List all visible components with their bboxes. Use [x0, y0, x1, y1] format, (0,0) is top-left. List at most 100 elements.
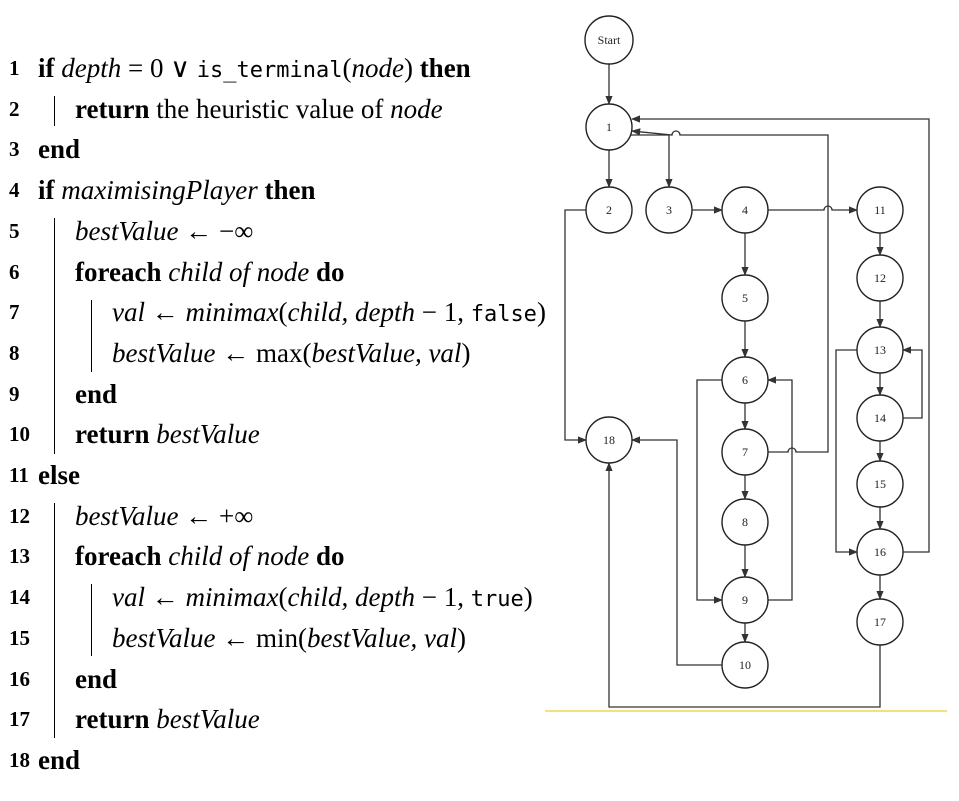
block-rule: [91, 584, 92, 656]
node-circle: [585, 186, 633, 234]
node-label: 11: [874, 203, 886, 217]
code-token: child, depth: [287, 297, 415, 328]
line-number: 7: [9, 300, 20, 325]
block-rule: [54, 218, 55, 454]
node-label: 17: [874, 615, 886, 629]
node-circle: [645, 186, 693, 234]
code-token: ← −∞: [178, 215, 254, 246]
line-code: foreach child of node do: [75, 252, 345, 292]
line-number: 18: [9, 747, 30, 772]
node-label: 4: [742, 203, 748, 217]
line-code: bestValue ← −∞: [75, 211, 253, 251]
flow-node-n2: 2: [585, 186, 633, 234]
code-token: false: [470, 302, 537, 328]
code-token: val: [112, 297, 145, 328]
node-label: 14: [874, 411, 886, 425]
pseudocode-panel: 1 if depth = 0 ∨ is_terminal(node) then 2 r…: [9, 53, 546, 775]
flow-node-n10: 10: [721, 641, 769, 689]
code-token: bestValue: [75, 500, 179, 531]
node-circle: [584, 15, 634, 65]
line-number: 2: [9, 96, 20, 121]
block-rule: [91, 300, 92, 372]
code-token: end: [75, 663, 118, 694]
node-circle: [585, 416, 633, 464]
code-token: foreach: [75, 541, 169, 572]
node-label: 9: [742, 593, 748, 607]
line-number: 10: [9, 422, 30, 447]
code-token: ): [403, 53, 420, 83]
line-code: end: [38, 129, 80, 169]
edge-n13-n16: [835, 349, 858, 556]
edge-n17-n18: [605, 462, 881, 708]
line-code: return the heuristic value of node: [75, 89, 443, 129]
flow-node-start: Start: [584, 15, 634, 65]
flow-node-n18: 18: [585, 416, 633, 464]
code-token: bestValue, val: [306, 622, 457, 653]
code-token: (: [342, 53, 352, 83]
node-circle: [856, 528, 904, 576]
code-token: then: [257, 175, 316, 206]
code-token: ← min(: [215, 622, 307, 653]
node-circle: [856, 186, 904, 234]
edge-n7-n1: [631, 128, 829, 453]
code-token: minimax: [185, 297, 279, 328]
code-token: ← +∞: [178, 500, 254, 531]
code-token: do: [309, 541, 345, 572]
code-token: end: [75, 378, 118, 409]
node-label: 18: [603, 433, 615, 447]
code-token: bestValue, val: [311, 337, 462, 368]
code-token: bestValue: [112, 337, 216, 368]
line-code: foreach child of node do: [75, 536, 345, 576]
node-circle: [721, 576, 769, 624]
flow-node-n14: 14: [856, 394, 904, 442]
code-token: child of node: [168, 541, 310, 572]
edge-n6-n9: [696, 379, 723, 604]
line-number: 8: [9, 340, 20, 365]
node-label: Start: [598, 33, 621, 47]
line-number: 3: [9, 137, 20, 162]
code-token: ←: [145, 582, 186, 613]
code-token: node: [351, 53, 404, 83]
line-code: bestValue ← +∞: [75, 496, 253, 536]
code-token: return: [75, 419, 157, 450]
flow-node-n15: 15: [856, 460, 904, 508]
line-code: end: [75, 374, 117, 414]
code-token: return: [75, 704, 157, 735]
code-token: then: [419, 53, 471, 83]
flow-node-n13: 13: [856, 326, 904, 374]
block-rule: [54, 96, 55, 126]
code-token: maximisingPlayer: [61, 175, 258, 206]
line-number: 12: [9, 503, 30, 528]
code-token: end: [38, 744, 81, 775]
line-number: 17: [9, 707, 30, 732]
edge-n10-n18: [631, 436, 722, 666]
edge-n4-n11: [768, 205, 858, 214]
code-token: bestValue: [156, 419, 260, 450]
node-label: 2: [606, 203, 612, 217]
flow-node-n1: 1: [585, 103, 633, 151]
node-circle: [856, 460, 904, 508]
flow-node-n8: 8: [721, 498, 769, 546]
node-circle: [721, 274, 769, 322]
flow-node-n11: 11: [856, 186, 904, 234]
code-token: bestValue: [112, 622, 216, 653]
line-code: return bestValue: [75, 699, 260, 739]
code-token: ): [461, 337, 471, 368]
node-label: 3: [666, 203, 672, 217]
code-token: ): [523, 582, 533, 613]
code-token: minimax: [185, 582, 279, 613]
node-circle: [721, 356, 769, 404]
code-token: true: [470, 587, 524, 613]
code-token: (: [278, 582, 288, 613]
line-number: 6: [9, 259, 20, 284]
line-code: else: [38, 455, 80, 495]
line-number: 9: [9, 381, 20, 406]
node-label: 8: [742, 515, 748, 529]
flow-node-n9: 9: [721, 576, 769, 624]
line-number: 4: [9, 178, 20, 203]
node-label: 7: [742, 445, 748, 459]
line-number: 11: [9, 463, 29, 487]
node-label: 6: [742, 373, 748, 387]
node-circle: [856, 254, 904, 302]
